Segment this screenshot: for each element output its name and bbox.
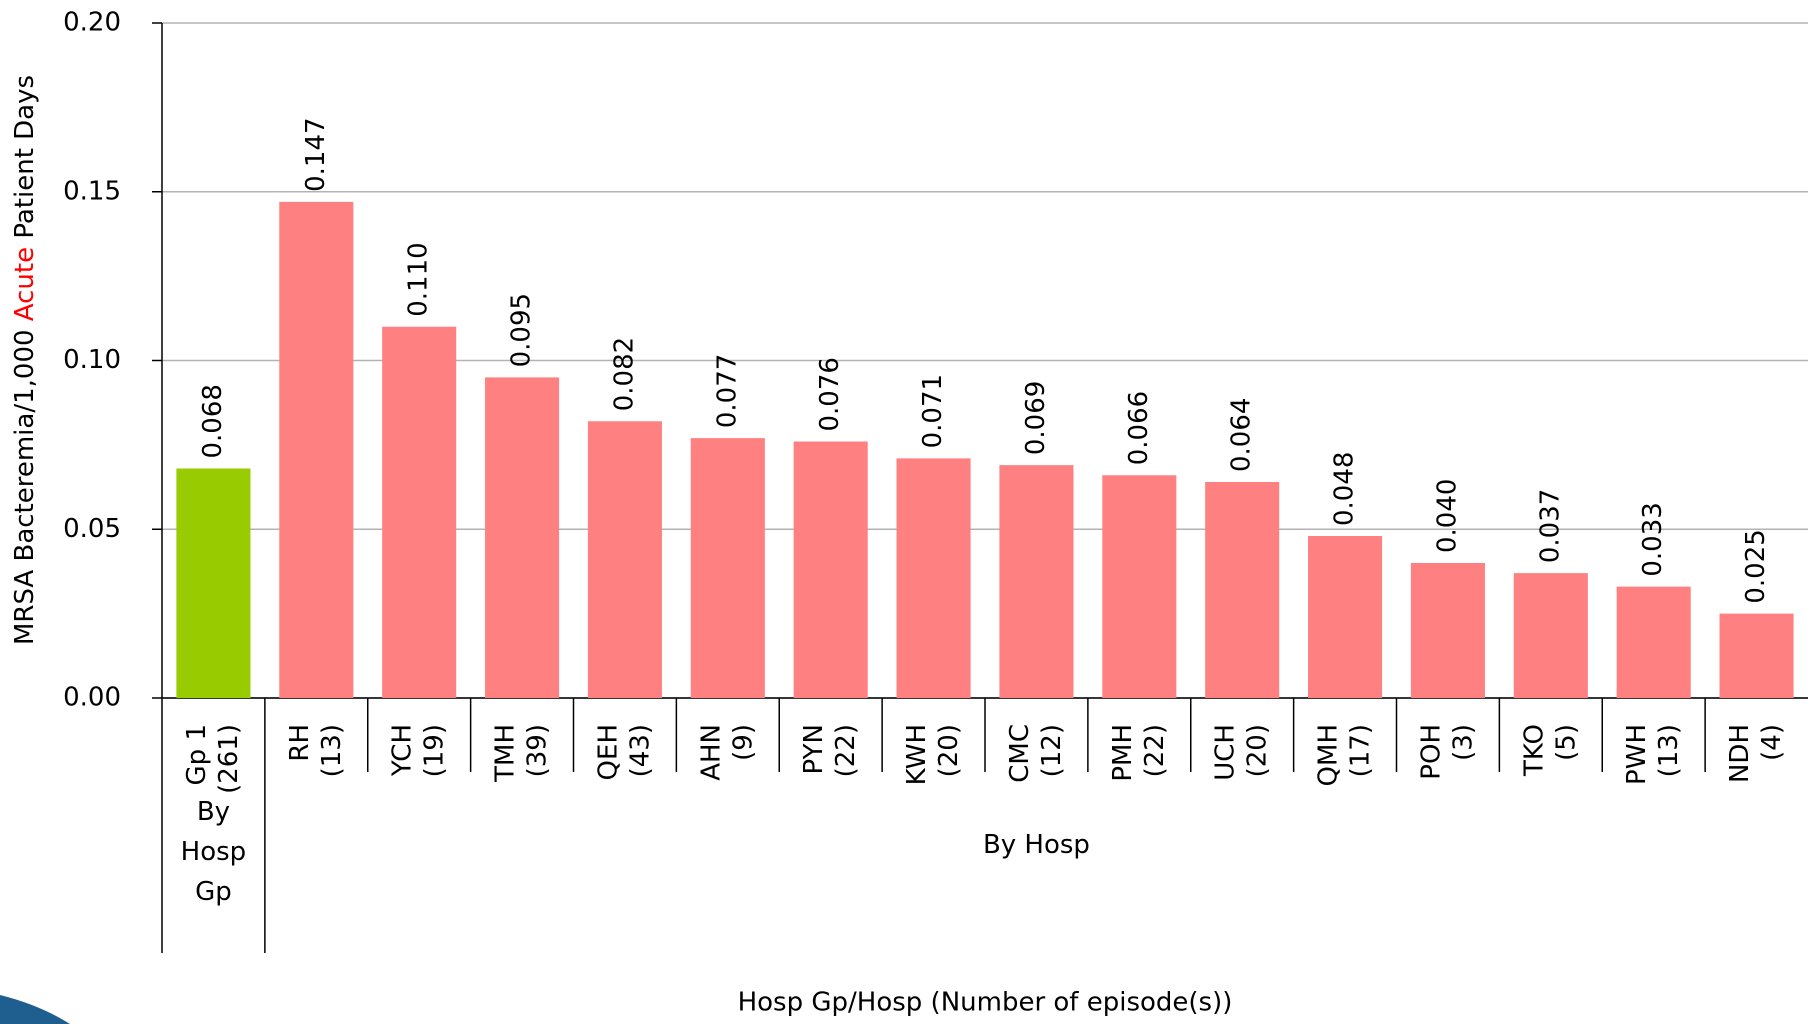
value-label: 0.076 [815, 357, 845, 431]
x-tick-sublabel: (3) [1448, 724, 1478, 761]
x-tick-label: POH [1416, 724, 1446, 780]
x-tick-sublabel: (20) [934, 724, 964, 777]
x-tick-sublabel: (5) [1551, 724, 1581, 761]
x-tick-sublabel: (4) [1757, 724, 1787, 761]
value-label: 0.040 [1432, 479, 1462, 553]
bar [1513, 573, 1588, 698]
y-axis-title-part: Patient Days [10, 75, 40, 247]
group-label: By Hosp [982, 830, 1090, 860]
x-tick-sublabel: (9) [728, 724, 758, 761]
value-label: 0.110 [404, 242, 434, 316]
x-tick-sublabel: (12) [1037, 724, 1067, 777]
y-tick-label: 0.10 [63, 345, 121, 375]
x-tick-sublabel: (39) [523, 724, 553, 777]
x-tick-label: YCH [388, 724, 418, 777]
x-axis-title: Hosp Gp/Hosp (Number of episode(s)) [738, 988, 1233, 1018]
value-label: 0.069 [1021, 381, 1051, 455]
bar [896, 458, 971, 698]
value-label: 0.095 [507, 293, 537, 367]
bar [1308, 536, 1383, 698]
value-label: 0.071 [918, 374, 948, 448]
x-tick-label: QEH [593, 724, 623, 780]
x-tick-sublabel: (13) [317, 724, 347, 777]
value-label: 0.037 [1535, 489, 1565, 563]
bar [485, 377, 560, 698]
x-tick-sublabel: (13) [1654, 724, 1684, 777]
x-tick-label: UCH [1211, 724, 1241, 781]
x-tick-label: TKO [1519, 724, 1549, 777]
group-label-box: By Hosp [982, 830, 1090, 860]
bar [690, 438, 765, 698]
value-label: 0.033 [1638, 502, 1668, 576]
x-tick-label: PYN [799, 724, 829, 774]
value-label: 0.077 [712, 354, 742, 428]
bar [1102, 475, 1177, 698]
x-tick-label: PWH [1622, 724, 1652, 785]
value-label: 0.025 [1741, 529, 1771, 603]
x-tick-label: Gp 1 [182, 724, 212, 785]
x-tick-sublabel: (20) [1243, 724, 1273, 777]
bar [999, 465, 1074, 698]
value-label: 0.048 [1330, 452, 1360, 526]
bar [382, 326, 457, 698]
bar [1410, 563, 1485, 698]
x-tick-sublabel: (261) [214, 724, 244, 794]
y-tick-label: 0.15 [63, 176, 121, 206]
bar [587, 421, 662, 698]
value-label: 0.147 [301, 117, 331, 191]
x-tick-label: PMH [1108, 724, 1138, 782]
x-tick-sublabel: (43) [625, 724, 655, 777]
value-label: 0.066 [1124, 391, 1154, 465]
group-label: By Hosp Gp [180, 797, 247, 907]
bar [1205, 482, 1280, 698]
decoration [0, 995, 70, 1024]
bar [793, 441, 868, 698]
value-label: 0.064 [1227, 398, 1257, 472]
value-label: 0.082 [609, 337, 639, 411]
y-tick-label: 0.00 [63, 683, 121, 713]
bar [1616, 586, 1691, 698]
x-tick-label: NDH [1725, 724, 1755, 783]
x-tick-sublabel: (22) [831, 724, 861, 777]
x-tick-label: QMH [1314, 724, 1344, 786]
group-label-box: By Hosp Gp [180, 797, 247, 907]
x-tick-sublabel: (22) [1140, 724, 1170, 777]
y-axis-title-part: MRSA Bacteremia/1,000 [10, 321, 40, 645]
y-tick-label: 0.20 [63, 8, 121, 38]
x-tick-label: TMH [491, 724, 521, 783]
bar [279, 201, 354, 698]
bar [1719, 613, 1794, 698]
y-tick-label: 0.05 [63, 514, 121, 544]
y-axis-title-highlight: Acute [10, 247, 40, 321]
value-label: 0.068 [198, 384, 228, 458]
x-tick-sublabel: (19) [420, 724, 450, 777]
x-tick-label: KWH [902, 724, 932, 785]
bar [176, 468, 251, 698]
x-tick-sublabel: (17) [1346, 724, 1376, 777]
x-tick-label: AHN [696, 724, 726, 781]
x-tick-label: RH [285, 724, 315, 762]
x-tick-label: CMC [1005, 724, 1035, 783]
y-axis-title: MRSA Bacteremia/1,000 Acute Patient Days [10, 75, 40, 645]
